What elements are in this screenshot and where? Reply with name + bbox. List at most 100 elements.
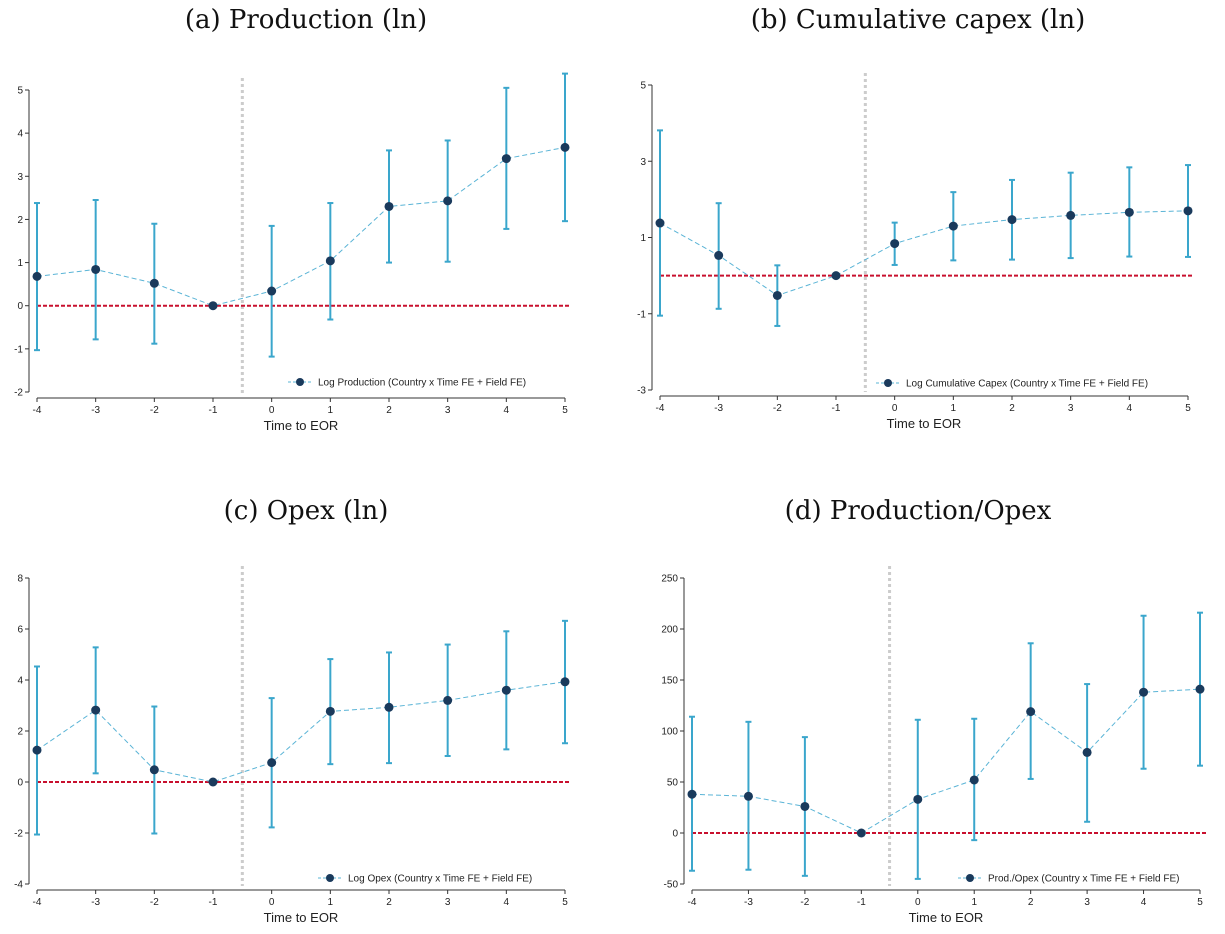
legend-marker — [966, 874, 974, 882]
y-tick-label: 0 — [672, 829, 678, 840]
y-tick-label: -2 — [14, 388, 23, 399]
legend-marker — [884, 379, 892, 387]
legend-label: Log Cumulative Capex (Country x Time FE … — [906, 379, 1148, 390]
series-line — [36, 681, 566, 783]
series-line — [691, 688, 1201, 834]
data-point — [267, 758, 277, 768]
legend-label: Log Opex (Country x Time FE + Field FE) — [348, 874, 532, 885]
data-point — [32, 271, 42, 281]
y-tick-label: -1 — [637, 309, 646, 320]
y-tick-label: 100 — [661, 727, 678, 738]
x-tick-label: 0 — [915, 897, 921, 908]
chart-cumulative-capex: -3 -1 1 3 5 -4 -3 -2 -1 0 1 2 3 4 5 Time to EOR Log Cumu… — [637, 73, 1194, 431]
chart-opex: -4 -2 0 2 4 6 8 -4 -3 -2 -1 0 1 2 3 4 5 Time to EOR Log Op… — [14, 566, 571, 925]
legend: Prod./Opex (Country x Time FE + Field FE… — [958, 874, 1179, 885]
y-tick-label: -4 — [14, 880, 23, 891]
x-tick-label: -1 — [209, 405, 218, 416]
x-tick-label: 3 — [1084, 897, 1090, 908]
x-tick-label: -4 — [688, 897, 697, 908]
legend-marker — [326, 874, 334, 882]
series-line — [36, 146, 566, 307]
x-tick-label: 5 — [1197, 897, 1203, 908]
x-tick-label: 1 — [971, 897, 977, 908]
x-tick-label: 2 — [386, 897, 392, 908]
y-tick-label: -2 — [14, 829, 23, 840]
y-tick-label: 1 — [640, 233, 646, 244]
data-point — [325, 256, 335, 266]
x-tick-label: -4 — [33, 897, 42, 908]
data-point — [208, 777, 218, 787]
y-tick-label: 5 — [640, 81, 646, 92]
data-point — [687, 789, 697, 799]
x-tick-label: 0 — [269, 897, 275, 908]
data-point — [384, 201, 394, 211]
y-tick-label: 5 — [17, 86, 23, 97]
y-tick-label: 8 — [17, 574, 23, 585]
data-point — [443, 695, 453, 705]
y-tick-label: 1 — [17, 258, 23, 269]
data-point — [267, 286, 277, 296]
data-point — [1183, 206, 1193, 216]
y-tick-label: 150 — [661, 676, 678, 687]
y-tick-label: 6 — [17, 625, 23, 636]
panel-production-opex: (d) Production/Opex -50 0 50 100 150 200 250 -4… — [612, 467, 1224, 934]
data-point — [856, 828, 866, 838]
data-point — [560, 677, 570, 687]
x-axis-title: Time to EOR — [909, 910, 984, 925]
x-tick-label: 0 — [269, 405, 275, 416]
x-tick-label: 1 — [951, 403, 957, 414]
x-tick-label: 4 — [1141, 897, 1147, 908]
x-tick-label: 0 — [892, 403, 898, 414]
data-point — [149, 278, 159, 288]
legend: Log Opex (Country x Time FE + Field FE) — [318, 874, 532, 885]
chart-title: (a) Production (ln) — [184, 5, 428, 35]
x-tick-label: -3 — [714, 403, 723, 414]
data-point — [1082, 747, 1092, 757]
chart-title: (d) Production/Opex — [784, 496, 1052, 526]
y-tick-label: 2 — [17, 727, 23, 738]
data-point — [743, 791, 753, 801]
x-tick-label: -1 — [857, 897, 866, 908]
data-point — [32, 745, 42, 755]
y-tick-label: 2 — [17, 215, 23, 226]
data-point — [772, 290, 782, 300]
x-tick-label: -1 — [832, 403, 841, 414]
data-point — [948, 221, 958, 231]
x-tick-label: 5 — [562, 897, 568, 908]
y-tick-label: 4 — [17, 676, 23, 687]
y-tick-label: 3 — [640, 157, 646, 168]
data-point — [91, 264, 101, 274]
x-tick-label: -3 — [91, 897, 100, 908]
data-point — [1007, 215, 1017, 225]
data-point — [149, 765, 159, 775]
x-tick-label: 2 — [1009, 403, 1015, 414]
legend: Log Production (Country x Time FE + Fiel… — [288, 378, 526, 389]
data-point — [714, 250, 724, 260]
y-tick-label: -1 — [14, 344, 23, 355]
x-tick-label: 4 — [504, 405, 510, 416]
legend-marker — [296, 378, 304, 386]
x-tick-label: -2 — [150, 897, 159, 908]
y-tick-label: 0 — [17, 778, 23, 789]
data-point — [443, 196, 453, 206]
chart-title: (c) Opex (ln) — [223, 496, 389, 526]
series-line — [659, 210, 1189, 297]
legend-label: Log Production (Country x Time FE + Fiel… — [318, 378, 526, 389]
y-tick-label: 3 — [17, 172, 23, 183]
data-point — [91, 705, 101, 715]
x-axis-title: Time to EOR — [264, 418, 339, 433]
data-point — [1195, 684, 1205, 694]
data-point — [800, 801, 810, 811]
y-tick-label: 50 — [667, 778, 679, 789]
panel-opex: (c) Opex (ln) -4 -2 0 2 4 6 8 -4 -3 -2 -1 0 1 2 3 4 5 Tim… — [0, 467, 612, 934]
x-tick-label: -2 — [150, 405, 159, 416]
y-tick-label: 4 — [17, 129, 23, 140]
data-point — [501, 685, 511, 695]
data-point — [969, 775, 979, 785]
data-point — [384, 702, 394, 712]
legend: Log Cumulative Capex (Country x Time FE … — [876, 379, 1148, 390]
chart-production-opex: -50 0 50 100 150 200 250 -4 -3 -2 -1 0 1 2 3 4 5 Time to … — [661, 566, 1206, 925]
x-tick-label: 4 — [1127, 403, 1133, 414]
y-tick-label: 0 — [17, 301, 23, 312]
x-axis-title: Time to EOR — [264, 910, 339, 925]
